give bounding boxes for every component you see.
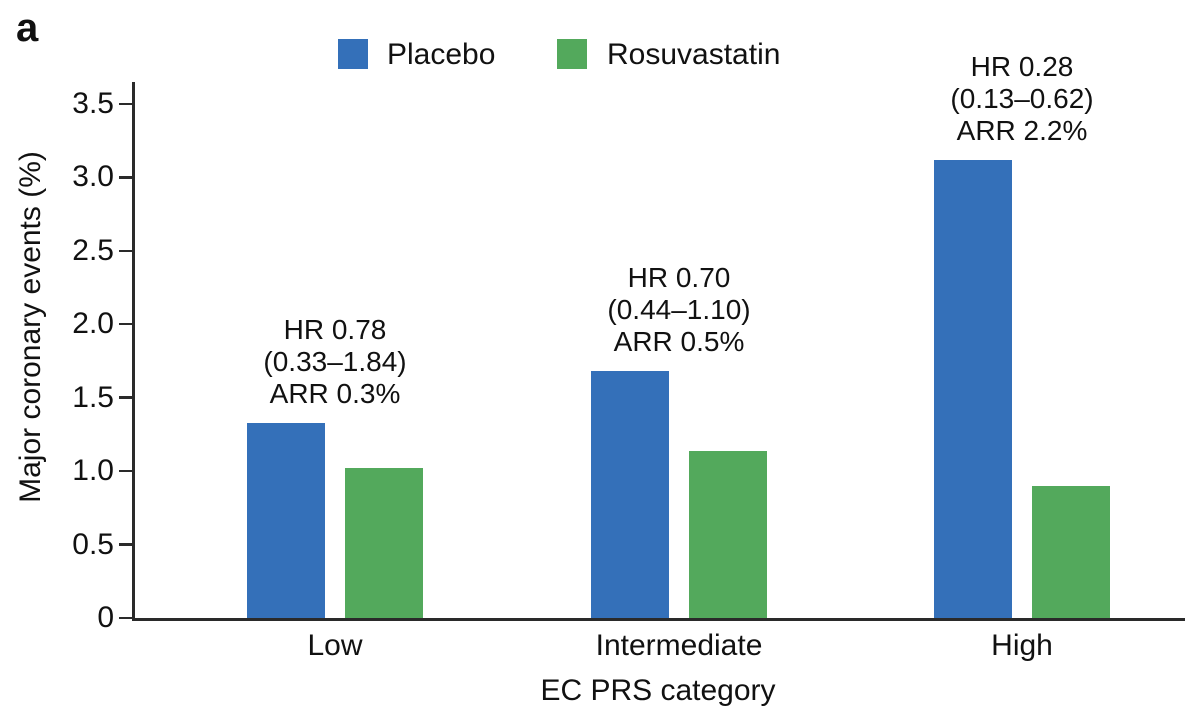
- y-tick-label: 1.5: [72, 380, 114, 414]
- annotation-line: (0.33–1.84): [263, 345, 407, 377]
- annotation-line: ARR 0.3%: [269, 377, 401, 409]
- bar-rosuvastatin-low: [345, 468, 423, 618]
- category-label-intermediate: Intermediate: [595, 629, 763, 662]
- y-tick-label: 2.5: [72, 233, 114, 267]
- y-tick-mark: [119, 469, 132, 473]
- y-tick-mark: [119, 249, 132, 252]
- category-label-low: Low: [307, 629, 363, 662]
- y-axis-line: [132, 82, 135, 620]
- annotation-line: ARR 0.5%: [613, 326, 745, 358]
- legend-swatch-placebo: [338, 39, 368, 69]
- annotation-line: ARR 2.2%: [956, 114, 1088, 146]
- annotation-line: HR 0.70: [627, 262, 731, 294]
- bar-rosuvastatin-intermediate: [689, 450, 767, 618]
- x-axis-title: EC PRS category: [540, 674, 776, 707]
- y-tick-mark: [119, 322, 132, 326]
- legend-label: Rosuvastatin: [607, 38, 781, 71]
- annotation-line: HR 0.28: [970, 50, 1074, 82]
- annotation-line: (0.44–1.10): [607, 294, 751, 326]
- annotation-low: HR 0.78 (0.33–1.84) ARR 0.3%: [263, 314, 406, 410]
- y-tick-label: 3.0: [72, 160, 114, 194]
- y-tick-mark: [119, 543, 132, 546]
- annotation-intermediate: HR 0.70 (0.44–1.10) ARR 0.5%: [607, 262, 750, 358]
- annotation-high: HR 0.28 (0.13–0.62) ARR 2.2%: [950, 51, 1093, 147]
- bar-placebo-high: [934, 159, 1012, 618]
- bar-placebo-intermediate: [591, 371, 669, 618]
- y-tick-mark: [119, 396, 132, 399]
- y-tick-mark: [119, 616, 132, 620]
- y-tick-mark: [119, 176, 132, 179]
- bar-placebo-low: [247, 422, 325, 618]
- legend-label: Placebo: [387, 38, 496, 71]
- category-label-high: High: [991, 629, 1053, 662]
- y-tick-label: 0: [97, 601, 114, 634]
- panel-label: a: [16, 6, 39, 50]
- y-tick-label: 3.5: [72, 86, 114, 120]
- y-tick-mark: [119, 102, 132, 106]
- x-axis-line: [132, 618, 1185, 621]
- annotation-line: HR 0.78: [283, 313, 387, 345]
- y-tick-label: 2.0: [72, 307, 114, 341]
- bar-rosuvastatin-high: [1032, 485, 1110, 618]
- legend-swatch-rosuvastatin: [557, 39, 587, 69]
- y-tick-label: 0.5: [72, 527, 114, 561]
- y-tick-label: 1.0: [72, 454, 114, 488]
- annotation-line: (0.13–0.62): [950, 82, 1094, 114]
